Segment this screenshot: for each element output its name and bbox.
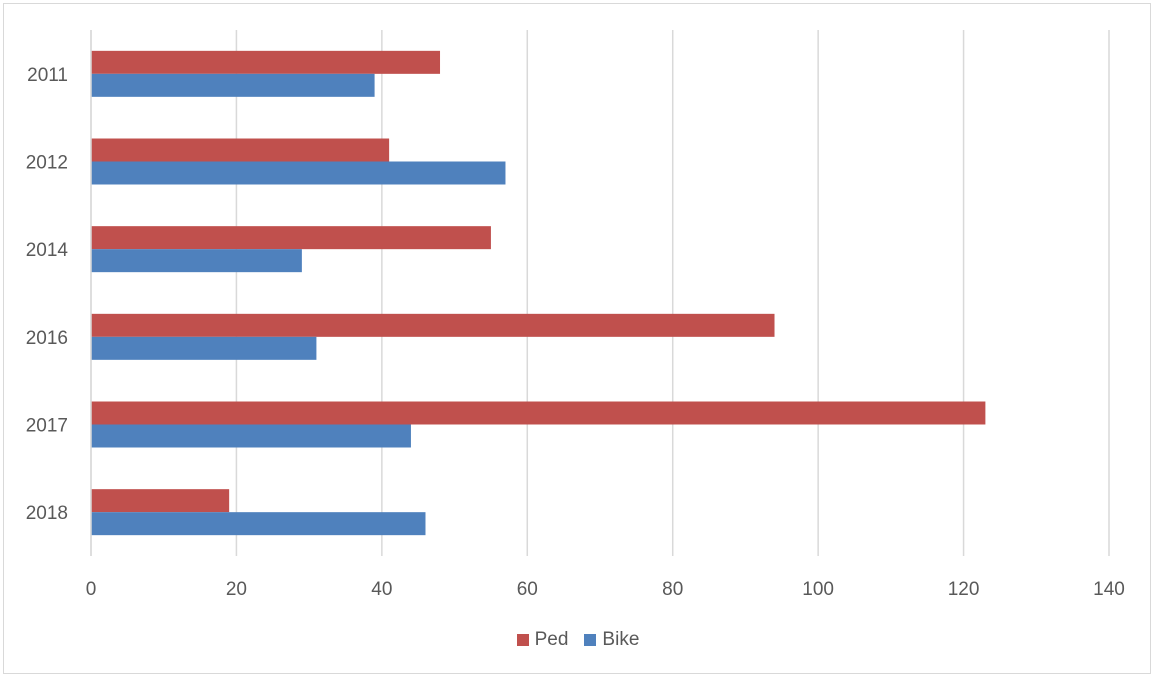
bar-ped-2017 bbox=[91, 401, 986, 425]
bar-bike-2014 bbox=[91, 249, 302, 273]
legend: Ped Bike bbox=[0, 628, 1156, 652]
legend-label-bike: Bike bbox=[602, 629, 640, 650]
y-tick-label-2011: 2011 bbox=[27, 65, 68, 86]
bar-ped-2012 bbox=[91, 138, 390, 162]
bar-ped-2011 bbox=[91, 50, 441, 74]
x-tick-label-40: 40 bbox=[371, 579, 392, 600]
x-tick-label-60: 60 bbox=[517, 579, 538, 600]
bar-ped-2014 bbox=[91, 226, 491, 250]
bar-ped-2018 bbox=[91, 489, 230, 513]
legend-item-ped: Ped bbox=[516, 629, 569, 651]
x-tick-label-100: 100 bbox=[802, 579, 834, 600]
y-tick-label-2014: 2014 bbox=[26, 240, 69, 261]
bar-bike-2012 bbox=[91, 161, 506, 185]
y-tick-label-2017: 2017 bbox=[26, 416, 68, 437]
legend-item-bike: Bike bbox=[584, 629, 639, 651]
y-tick-label-2012: 2012 bbox=[26, 153, 68, 174]
bar-ped-2016 bbox=[91, 313, 775, 337]
bar-bike-2018 bbox=[91, 512, 426, 536]
x-tick-label-140: 140 bbox=[1093, 579, 1125, 600]
x-tick-label-0: 0 bbox=[86, 579, 97, 600]
bar-bike-2016 bbox=[91, 336, 317, 360]
bar-bike-2011 bbox=[91, 73, 375, 97]
x-tick-label-80: 80 bbox=[662, 579, 683, 600]
legend-swatch-bike bbox=[584, 634, 597, 646]
legend-label-ped: Ped bbox=[534, 629, 569, 650]
bar-bike-2017 bbox=[91, 424, 411, 448]
x-tick-label-120: 120 bbox=[948, 579, 980, 600]
y-tick-label-2018: 2018 bbox=[26, 503, 68, 524]
x-tick-label-20: 20 bbox=[226, 579, 247, 600]
y-tick-label-2016: 2016 bbox=[26, 328, 68, 349]
legend-swatch-ped bbox=[516, 634, 529, 646]
